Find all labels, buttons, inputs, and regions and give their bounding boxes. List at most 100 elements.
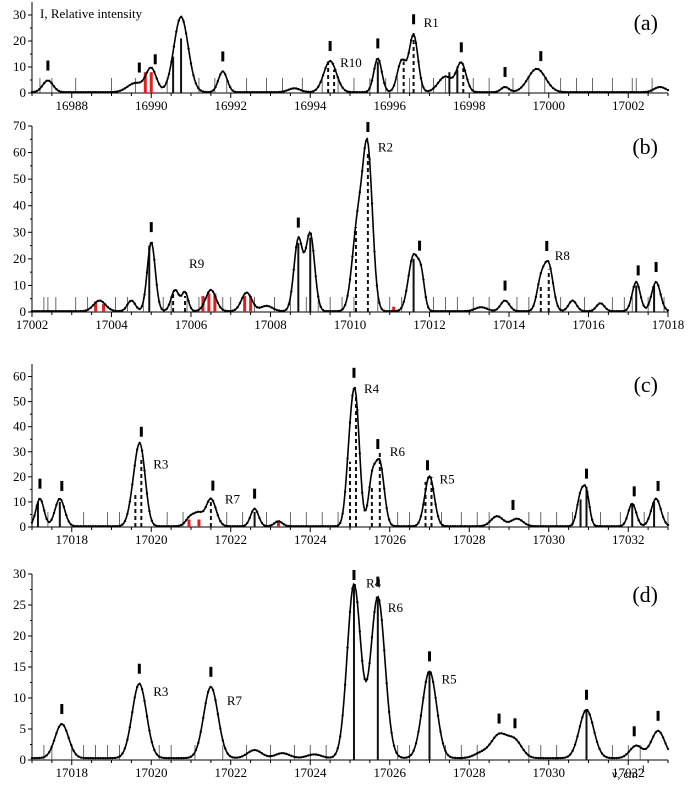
spectrum-point [299,756,303,759]
spectrum-point [138,81,141,84]
spectrum-point [336,309,339,313]
spectrum-point [153,748,156,752]
x-tick-label: 17020 [135,765,168,780]
spectrum-point [400,756,403,759]
spectrum-point [654,280,657,284]
spectrum-point [610,91,613,94]
spectrum-point [424,89,428,92]
spectrum-point [554,756,557,760]
spectrum-point [434,309,437,313]
spectrum-point [47,79,51,83]
spectrum-curve [32,582,669,759]
spectrum-point [209,90,212,93]
spectrum-point [228,309,232,313]
spectrum-point [38,497,41,501]
spectrum-point [431,680,435,684]
spectrum-point [177,19,180,22]
spectrum-point [182,20,185,23]
spectrum-point [160,525,163,528]
spectrum-point [246,291,249,294]
spectrum-point [219,73,222,76]
spectrum-point [277,309,281,312]
spectrum-point [96,756,100,760]
spectrum-point [302,525,305,528]
spectrum-point [52,739,56,742]
spectrum-point [544,756,547,760]
spectrum-point [522,83,525,86]
spectrum-point [138,682,141,686]
spectrum-point [84,525,88,528]
spectrum-point [578,725,582,728]
spectrum-point [91,756,95,760]
y-tick-label: 25 [13,597,26,612]
x-tick-label: 17016 [572,317,605,332]
spectrum-point [192,512,195,515]
spectrum-point [128,83,132,87]
spectrum-point [571,749,574,753]
spectrum-point [175,524,178,528]
spectrum-point [566,755,569,758]
spectrum-point [370,636,374,639]
spectrum-point [65,90,68,94]
spectrum-point [666,88,670,92]
spectrum-point [517,741,520,744]
spectrum-point [184,291,188,295]
spectrum-point [57,89,61,93]
spectrum-point [317,295,320,298]
spectrum-point [453,756,457,760]
spectrum-point [241,524,244,528]
spectrum-point [324,755,327,759]
spectrum-point [111,90,114,94]
spectrum-point [343,89,347,92]
spectrum-point [490,90,494,94]
spectrum-point [309,232,313,235]
spectrum-point [77,91,80,94]
x-tick-label: 17000 [533,98,566,113]
panel-d: 0 5 10 15 20 25 30 17018 17020 17022 17024 17026 170… [13,566,670,781]
spectrum-point [246,91,249,94]
spectrum-point [524,309,528,313]
spectrum-point [652,735,655,738]
spectrum-point [412,749,415,752]
spectrum-point [414,742,418,745]
spectrum-point [375,596,379,599]
y-tick-label: 0 [20,304,27,319]
spectrum-point [551,756,555,760]
spectrum-point [476,90,479,94]
annotation-label: R5 [441,671,456,686]
spectrum-point [116,309,119,313]
spectrum-point [302,755,305,759]
spectrum-point [143,76,146,79]
spectrum-point [43,509,46,512]
spectrum-point [250,299,254,302]
spectrum-point [576,735,579,738]
spectrum-point [586,708,589,712]
spectrum-point [265,91,269,94]
spectrum-point [233,525,237,528]
spectrum-point [649,89,653,92]
spectrum-point [216,301,220,304]
spectrum-point [368,661,371,665]
spectrum-point [612,309,616,313]
spectrum-point [617,756,621,760]
spectrum-point [287,524,291,528]
spectrum-point [439,78,442,82]
spectrum-point [512,308,516,312]
spectrum-point [424,295,428,299]
spectrum-point [30,521,34,524]
spectrum-point [493,736,496,739]
spectrum-point [498,732,501,735]
spectrum-point [302,89,305,93]
spectrum-point [221,739,224,742]
spectrum-point [400,525,403,528]
spectrum-point [282,523,286,526]
spectrum-point [307,234,310,237]
y-tick-label: 60 [13,369,26,384]
spectrum-point [378,59,381,63]
spectrum-point [505,86,508,89]
spectrum-point [610,756,613,760]
spectrum-point [101,756,105,760]
spectrum-point [439,310,442,313]
spectrum-point [488,520,491,524]
spectrum-point [353,583,357,587]
